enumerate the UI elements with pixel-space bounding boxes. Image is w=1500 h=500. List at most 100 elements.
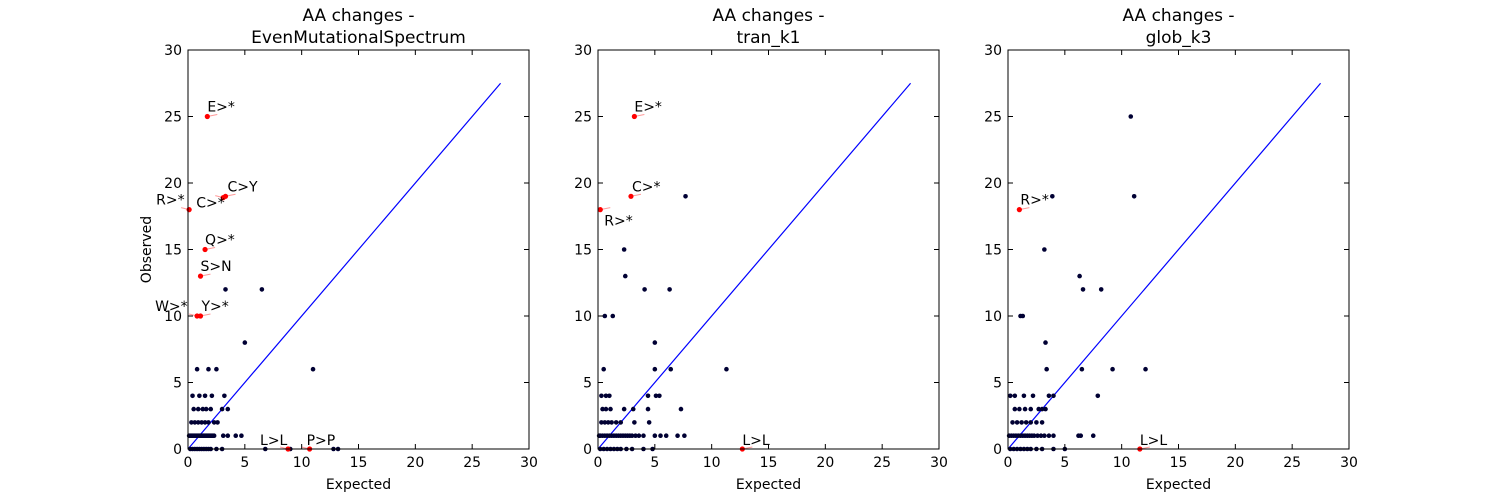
data-point: [192, 420, 198, 425]
data-point: [190, 393, 195, 399]
data-point: [222, 393, 227, 399]
x-tick-label: 5: [650, 455, 659, 471]
data-point: [1030, 393, 1036, 399]
highlighted-point: [197, 313, 204, 319]
data-point: [601, 366, 606, 372]
highlighted-point: [1016, 207, 1022, 213]
y-tick-label: 0: [583, 442, 592, 458]
x-tick-label: 0: [594, 455, 603, 471]
chart-panel-3: AA changes -glob_k3 R>* L>L 0 5 10 15 20 25 30 0 5 1…: [984, 6, 1358, 493]
data-point: [1080, 287, 1086, 292]
chart-title-line: AA changes -: [712, 6, 824, 26]
highlighted-point: [631, 113, 637, 120]
diagonal-line: [1007, 82, 1322, 450]
data-point: [1042, 247, 1047, 252]
data-point: [608, 406, 613, 412]
y-tick-label: 30: [984, 43, 1002, 59]
data-point: [215, 420, 220, 425]
data-point: [610, 313, 616, 319]
point-annotation: R>*: [604, 214, 632, 230]
data-point: [607, 393, 612, 399]
data-point: [632, 420, 637, 425]
chart-title-line: tran_k1: [736, 28, 800, 48]
point-annotation: L>L: [260, 433, 288, 449]
y-tick-label: 25: [984, 110, 1002, 126]
data-point: [1012, 406, 1018, 412]
data-point: [641, 433, 646, 439]
diagonal-line: [187, 82, 502, 450]
y-tick-label: 5: [583, 376, 592, 392]
x-axis-label: Expected: [736, 477, 801, 493]
data-point: [652, 366, 658, 372]
y-tick-label: 10: [164, 309, 182, 325]
point-annotation: E>*: [634, 100, 662, 116]
data-point: [1012, 393, 1018, 399]
data-point: [197, 393, 202, 399]
x-tick-label: 5: [240, 455, 249, 471]
x-tick-label: 25: [873, 455, 891, 471]
point-annotation: P>P: [307, 433, 336, 449]
y-tick-label: 10: [984, 309, 1002, 325]
x-axis-label: Expected: [1146, 477, 1211, 493]
x-tick-label: 15: [1170, 455, 1188, 471]
data-point: [214, 366, 219, 372]
data-point: [200, 406, 206, 412]
data-point: [1143, 366, 1148, 372]
data-point: [1042, 433, 1047, 439]
data-point: [219, 406, 225, 412]
data-point: [1028, 420, 1034, 425]
data-point: [1014, 420, 1020, 425]
data-point: [621, 247, 627, 252]
y-tick-label: 25: [164, 110, 182, 126]
diagonal-line: [597, 82, 912, 450]
point-annotation: C>*: [632, 179, 661, 195]
data-point: [202, 393, 208, 399]
data-point: [211, 420, 217, 425]
point-annotation: R>*: [1020, 193, 1048, 209]
x-tick-label: 20: [1226, 455, 1244, 471]
data-point: [603, 393, 609, 399]
chart-title-line: glob_k3: [1146, 28, 1212, 48]
y-tick-label: 5: [993, 376, 1002, 392]
data-point: [225, 433, 231, 439]
data-point: [600, 406, 605, 412]
highlighted-point: [204, 113, 210, 120]
data-point: [683, 194, 688, 199]
point-annotation: C>Y: [228, 179, 259, 195]
data-point: [239, 433, 244, 439]
data-point: [622, 273, 628, 279]
data-point: [203, 406, 209, 412]
data-point: [1051, 393, 1056, 399]
x-tick-label: 15: [760, 455, 778, 471]
data-point: [1031, 433, 1037, 439]
data-point: [621, 406, 627, 412]
y-tick-label: 30: [164, 43, 182, 59]
data-point: [1010, 420, 1015, 425]
y-tick-label: 25: [574, 110, 592, 126]
y-tick-label: 10: [574, 309, 592, 325]
data-point: [1098, 287, 1104, 292]
x-tick-label: 15: [350, 455, 368, 471]
data-point: [1021, 393, 1027, 399]
y-tick-label: 5: [173, 376, 182, 392]
data-point: [195, 406, 201, 412]
data-point: [629, 433, 635, 439]
y-tick-label: 15: [164, 243, 182, 259]
data-point: [675, 433, 680, 439]
data-point: [636, 433, 642, 439]
data-point: [1019, 420, 1024, 425]
data-point: [646, 420, 652, 425]
y-axis-label: Observed: [139, 216, 155, 283]
data-point: [211, 433, 217, 439]
data-point: [599, 420, 604, 425]
point-annotation: R>*: [156, 193, 184, 209]
data-point: [1051, 433, 1056, 439]
data-point: [1077, 273, 1082, 279]
data-point: [652, 340, 658, 345]
x-tick-label: 30: [520, 455, 538, 471]
y-tick-label: 30: [574, 43, 592, 59]
chart-title-line: AA changes -: [302, 6, 414, 26]
x-tick-label: 25: [1283, 455, 1301, 471]
data-point: [1078, 433, 1084, 439]
